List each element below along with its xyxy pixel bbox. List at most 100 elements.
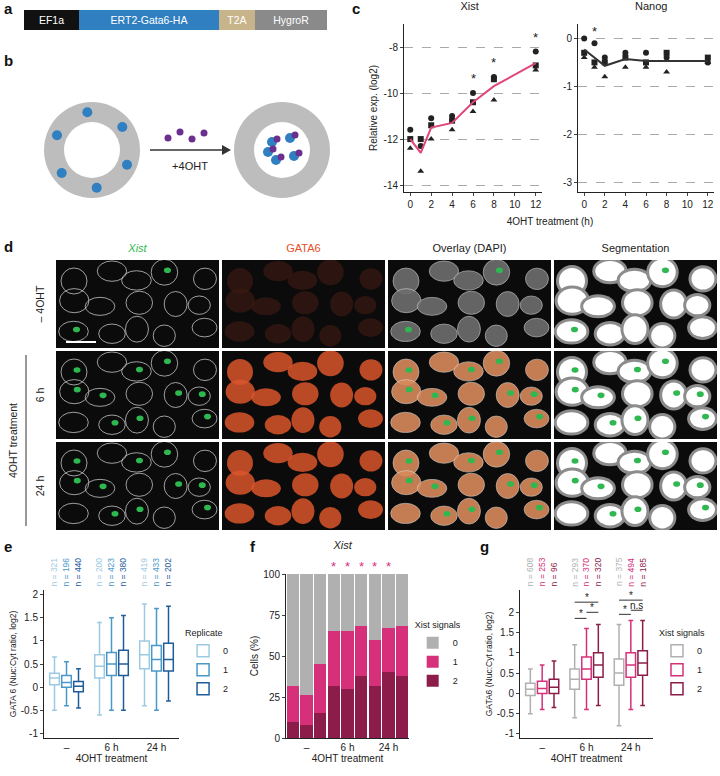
svg-text:*: * xyxy=(386,559,391,574)
svg-text:4OHT treatment: 4OHT treatment xyxy=(7,403,19,478)
svg-text:n = 200: n = 200 xyxy=(94,558,104,587)
svg-text:100: 100 xyxy=(263,569,280,580)
svg-text:2: 2 xyxy=(223,684,228,694)
svg-text:4: 4 xyxy=(623,199,629,210)
svg-text:*: * xyxy=(585,592,589,603)
svg-text:-1: -1 xyxy=(563,81,572,92)
svg-text:24 h: 24 h xyxy=(621,742,640,753)
svg-text:n = 196: n = 196 xyxy=(61,558,71,587)
svg-text:2: 2 xyxy=(697,684,702,694)
svg-text:n = 96: n = 96 xyxy=(549,562,559,586)
svg-text:Xist: Xist xyxy=(127,242,147,254)
svg-text:*: * xyxy=(533,30,538,45)
svg-text:6 h: 6 h xyxy=(341,742,355,753)
svg-text:–: – xyxy=(304,742,310,753)
svg-text:Xist: Xist xyxy=(460,0,478,12)
svg-text:0: 0 xyxy=(581,199,587,210)
svg-text:0: 0 xyxy=(274,733,280,744)
svg-text:–: – xyxy=(539,742,545,753)
svg-text:*: * xyxy=(491,55,496,70)
svg-text:8: 8 xyxy=(491,199,497,210)
svg-text:Relative exp. (log2): Relative exp. (log2) xyxy=(368,65,379,151)
svg-text:6 h: 6 h xyxy=(105,742,119,753)
svg-text:EF1a: EF1a xyxy=(39,14,64,26)
svg-text:1: 1 xyxy=(508,647,514,658)
svg-text:T2A: T2A xyxy=(227,14,246,26)
svg-text:Nanog: Nanog xyxy=(635,0,667,12)
svg-text:4: 4 xyxy=(449,199,455,210)
svg-text:1: 1 xyxy=(223,665,228,675)
svg-text:GATA 6 (Nuc:Cyt ratio, log2): GATA 6 (Nuc:Cyt ratio, log2) xyxy=(8,611,18,718)
svg-text:2: 2 xyxy=(602,199,608,210)
svg-text:10: 10 xyxy=(509,199,521,210)
svg-text:2: 2 xyxy=(32,589,38,600)
svg-text:*: * xyxy=(590,602,594,613)
svg-text:25: 25 xyxy=(269,692,281,703)
svg-text:4OHT treatment: 4OHT treatment xyxy=(312,753,384,764)
svg-text:-2: -2 xyxy=(563,129,572,140)
svg-text:*: * xyxy=(623,604,627,615)
svg-text:n = 433: n = 433 xyxy=(151,558,161,587)
svg-text:Segmentation: Segmentation xyxy=(602,242,670,254)
svg-text:0: 0 xyxy=(697,646,702,656)
svg-text:0: 0 xyxy=(508,688,514,699)
svg-text:24 h: 24 h xyxy=(379,742,398,753)
svg-text:24 h: 24 h xyxy=(34,476,46,497)
svg-text:n = 380: n = 380 xyxy=(118,558,128,587)
svg-text:Xist signals: Xist signals xyxy=(415,620,461,630)
svg-text:75: 75 xyxy=(269,610,281,621)
svg-text:2: 2 xyxy=(428,199,434,210)
svg-text:-14: -14 xyxy=(384,180,399,191)
svg-text:n = 321: n = 321 xyxy=(49,558,59,587)
svg-text:-1: -1 xyxy=(505,728,514,739)
svg-text:n = 370: n = 370 xyxy=(581,558,591,587)
svg-text:n = 608: n = 608 xyxy=(525,557,535,586)
svg-text:1: 1 xyxy=(32,635,38,646)
svg-text:1.5: 1.5 xyxy=(500,627,514,638)
svg-text:-12: -12 xyxy=(384,134,399,145)
svg-text:6 h: 6 h xyxy=(580,742,594,753)
svg-text:4OHT treatment: 4OHT treatment xyxy=(76,753,148,764)
svg-text:0: 0 xyxy=(407,199,413,210)
svg-text:10: 10 xyxy=(682,199,694,210)
svg-text:HygroR: HygroR xyxy=(273,14,309,26)
svg-text:0.5: 0.5 xyxy=(24,659,38,670)
svg-text:6 h: 6 h xyxy=(34,388,46,403)
svg-text:0: 0 xyxy=(223,646,228,656)
svg-text:12: 12 xyxy=(702,199,714,210)
svg-text:n = 202: n = 202 xyxy=(163,558,173,587)
svg-text:GATA6 (Nuc:Cyt ratio, log2): GATA6 (Nuc:Cyt ratio, log2) xyxy=(484,612,494,717)
svg-text:n = 494: n = 494 xyxy=(626,558,636,587)
svg-text:+4OHT: +4OHT xyxy=(172,160,208,172)
svg-text:*: * xyxy=(471,71,476,86)
svg-text:n = 440: n = 440 xyxy=(73,558,83,587)
svg-text:8: 8 xyxy=(664,199,670,210)
svg-text:12: 12 xyxy=(530,199,542,210)
svg-text:*: * xyxy=(579,608,583,619)
svg-text:Replicate: Replicate xyxy=(185,628,223,638)
svg-text:n = 253: n = 253 xyxy=(537,557,547,586)
svg-text:-1: -1 xyxy=(29,728,38,739)
svg-text:GATA6: GATA6 xyxy=(286,242,320,254)
svg-text:-0.5: -0.5 xyxy=(21,705,39,716)
svg-text:6: 6 xyxy=(643,199,649,210)
svg-text:n = 293: n = 293 xyxy=(570,558,580,587)
svg-text:-3: -3 xyxy=(563,177,572,188)
svg-text:0.5: 0.5 xyxy=(500,668,514,679)
svg-text:n = 185: n = 185 xyxy=(638,558,648,587)
svg-text:n.s: n.s xyxy=(630,600,643,611)
svg-text:1: 1 xyxy=(453,657,458,667)
svg-text:*: * xyxy=(372,559,377,574)
svg-text:– 4OHT: – 4OHT xyxy=(34,285,46,322)
svg-text:24 h: 24 h xyxy=(147,742,166,753)
svg-text:n = 419: n = 419 xyxy=(139,558,149,587)
svg-text:–: – xyxy=(64,742,70,753)
svg-text:-0.5: -0.5 xyxy=(497,708,515,719)
svg-text:Cells (%): Cells (%) xyxy=(249,636,260,677)
svg-text:Xist: Xist xyxy=(332,539,352,551)
svg-text:*: * xyxy=(331,559,336,574)
svg-text:Xist signals: Xist signals xyxy=(659,628,705,638)
svg-text:Overlay (DAPI): Overlay (DAPI) xyxy=(433,242,507,254)
svg-text:0: 0 xyxy=(32,682,38,693)
svg-text:*: * xyxy=(592,24,597,39)
